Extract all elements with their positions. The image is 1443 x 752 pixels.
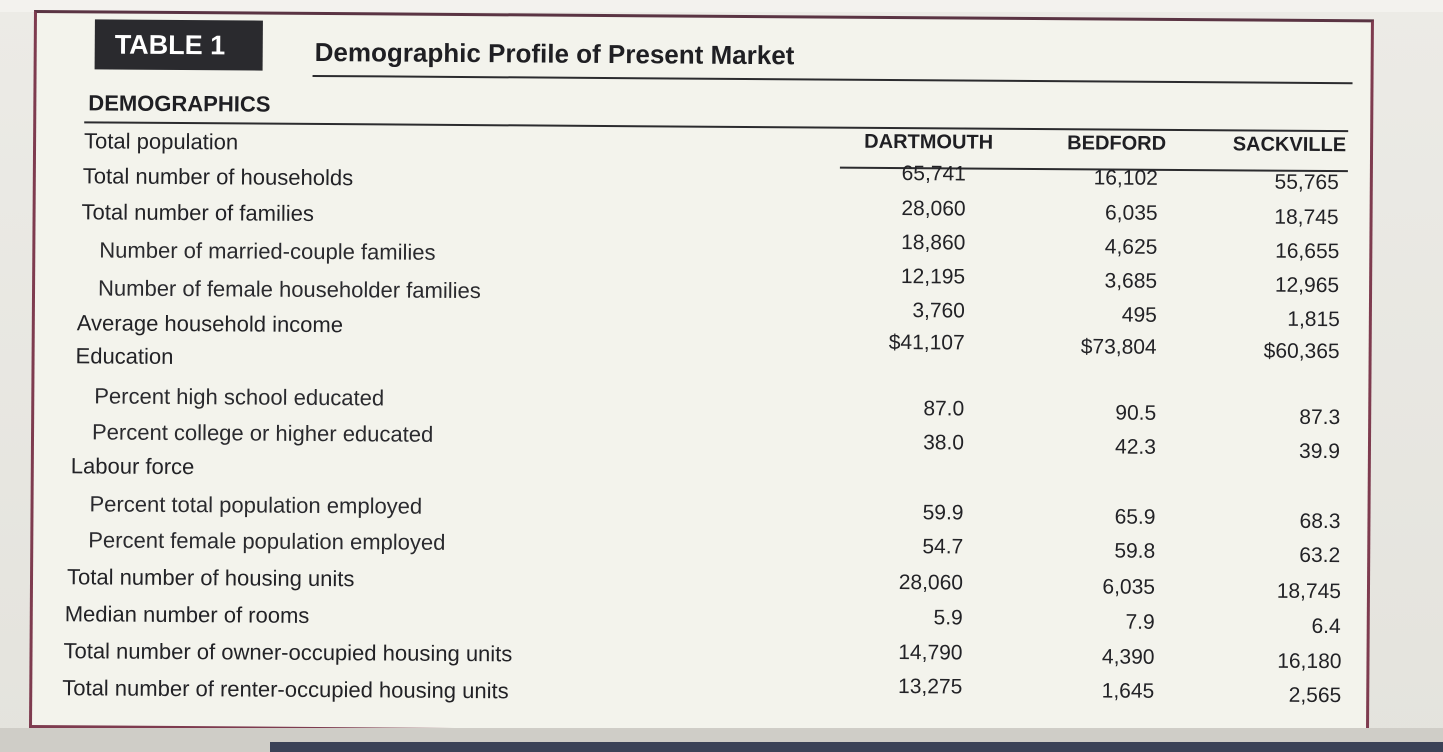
table-cell-sackville: 2,565 [1288,683,1342,708]
row-label: Number of married-couple families [99,237,436,265]
table-cell-bedford: 6,035 [1104,201,1158,225]
table-cell-sackville: $60,365 [1263,339,1340,364]
row-label: Percent female population employed [88,527,446,555]
table-cell-bedford: $73,804 [1080,335,1157,359]
table-cell-sackville: 16,180 [1277,649,1342,674]
table-cell-bedford: 42.3 [1115,435,1157,459]
row-label: Labour force [70,453,195,480]
row-label: Education [75,343,174,369]
table-cell-bedford: 3,685 [1104,269,1158,293]
table-cell-bedford: 59.8 [1114,539,1156,563]
row-label: Total population [84,128,239,155]
table-label: TABLE 1 [94,19,263,71]
section-header: DEMOGRAPHICS [88,90,271,117]
table-cell-sackville: 12,965 [1274,273,1340,298]
table-cell-sackville: 87.3 [1299,405,1341,430]
table-cell-dartmouth: 12,195 [900,265,966,289]
table-cell-dartmouth: $41,107 [888,330,965,355]
table-cell-bedford: 4,390 [1101,645,1155,669]
table-cell-sackville: 18,745 [1274,205,1339,230]
table-cell-dartmouth: 54.7 [922,535,964,559]
row-label: Percent total population employed [89,491,423,519]
table-cell-sackville: 6.4 [1311,614,1341,639]
column-header-bedford: BEDFORD [1067,132,1167,155]
column-header-sackville: SACKVILLE [1232,133,1347,157]
table-cell-bedford: 1,645 [1101,679,1155,703]
table-cell-dartmouth: 14,790 [898,641,963,665]
table-cell-dartmouth: 87.0 [923,397,965,421]
table-cell-sackville: 68.3 [1299,509,1341,534]
table-cell-bedford: 6,035 [1102,575,1156,599]
top-edge [0,0,1443,12]
row-label: Average household income [76,310,344,338]
table-cell-dartmouth: 65,741 [901,162,966,186]
table-cell-sackville: 63.2 [1299,543,1341,568]
section-rule [84,121,1349,133]
table-cell-bedford: 7.9 [1125,610,1155,634]
table-cell-bedford: 65.9 [1114,505,1156,529]
row-label: Percent high school educated [94,383,385,411]
row-label: Total number of renter-occupied housing … [62,675,509,704]
table-cell-dartmouth: 5.9 [933,606,963,630]
table-cell-dartmouth: 18,860 [901,231,966,255]
row-label: Percent college or higher educated [91,419,434,447]
table-cell-sackville: 18,745 [1276,579,1342,604]
row-label: Number of female householder families [97,275,481,304]
row-label: Total number of families [81,199,315,226]
column-header-dartmouth: DARTMOUTH [864,130,994,154]
table-cell-dartmouth: 28,060 [898,571,964,595]
bottom-bar [270,742,1443,752]
table-cell-dartmouth: 59.9 [922,501,964,525]
table-sheet: TABLE 1 Demographic Profile of Present M… [28,10,1374,738]
table-title: Demographic Profile of Present Market [314,36,795,71]
table-cell-bedford: 90.5 [1115,401,1157,425]
table-cell-bedford: 16,102 [1093,166,1158,190]
table-cell-sackville: 1,815 [1287,307,1340,332]
table-cell-bedford: 4,625 [1104,235,1158,259]
row-label: Total number of housing units [66,564,355,592]
table-cell-dartmouth: 38.0 [923,431,965,455]
row-label: Total number of households [82,163,354,191]
table-cell-dartmouth: 28,060 [901,197,966,221]
table-cell-sackville: 39.9 [1298,439,1341,464]
row-label: Total number of owner-occupied housing u… [63,638,513,667]
table-cell-bedford: 495 [1121,303,1157,327]
table-cell-dartmouth: 13,275 [897,675,963,699]
table-cell-sackville: 16,655 [1275,239,1340,264]
title-rule [312,74,1353,85]
table-cell-dartmouth: 3,760 [912,299,966,323]
row-label: Median number of rooms [64,601,310,628]
table-cell-sackville: 55,765 [1274,170,1339,195]
